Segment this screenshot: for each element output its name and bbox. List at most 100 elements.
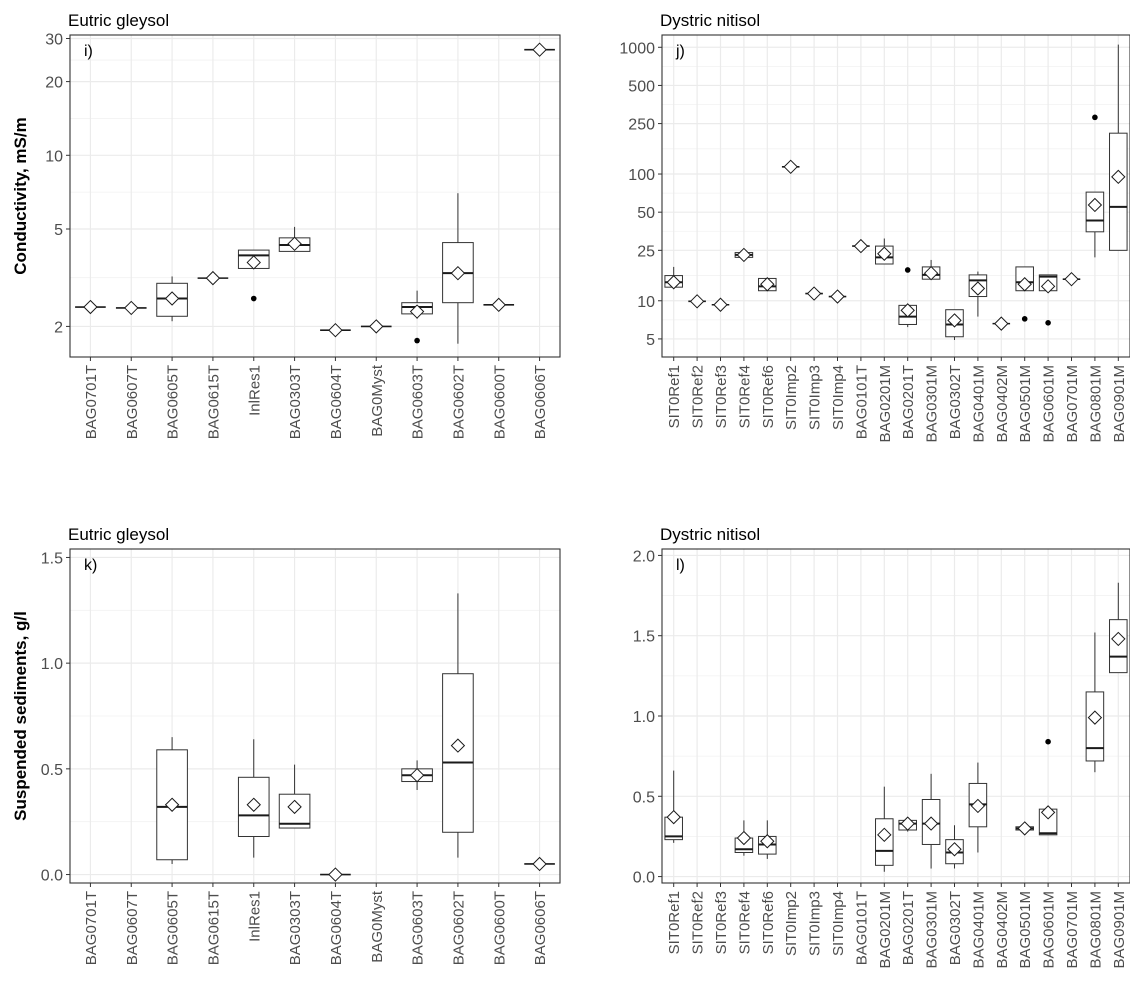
x-tick-label: BAG0303T (287, 891, 304, 965)
box-InlRes1 (237, 739, 270, 858)
mean-diamond (450, 738, 466, 753)
mean-diamond (760, 277, 775, 292)
mean-diamond (1040, 279, 1056, 294)
box-BAG0301M (921, 773, 941, 869)
box-BAG0201M (875, 786, 894, 872)
x-tick-label: BAG0101T (853, 365, 870, 439)
y-tick-label: 0.5 (41, 762, 63, 779)
y-tick-label: 30 (45, 31, 63, 48)
mean-diamond (666, 809, 681, 825)
box-body (875, 818, 894, 866)
x-tick-label: BAG0701T (83, 365, 100, 439)
panel-label: i) (84, 43, 93, 60)
mean-diamond (328, 867, 343, 882)
mean-diamond (287, 799, 302, 815)
mean-diamond (1087, 710, 1103, 725)
mean-diamond (1087, 197, 1103, 213)
x-tick-label: BAG0201T (900, 365, 917, 439)
box-BAG0402M (992, 316, 1011, 331)
x-tick-label: SIT0Imp2 (783, 365, 800, 430)
box-BAG0303T (278, 764, 311, 829)
box-BAG0607T (115, 300, 147, 316)
outlier-point (904, 267, 911, 273)
y-tick-label: 0.0 (41, 868, 63, 885)
box-BAG0604T (320, 322, 351, 338)
mean-diamond (328, 322, 343, 338)
plot-border (69, 34, 561, 358)
box-BAG0601M (1038, 738, 1058, 836)
x-tick-label: BAG0615T (205, 891, 222, 965)
box-BAG0901M (1109, 582, 1128, 674)
mean-diamond (830, 289, 845, 304)
x-tick-label: BAG0701M (1064, 365, 1081, 443)
mean-diamond (491, 297, 506, 313)
x-tick-label: BAG0302T (947, 365, 964, 439)
y-tick-label: 0.0 (633, 870, 655, 887)
panel-k: 0.0 0.5 1.0 1.5 BAG0701T BAG0607T BAG0605T BAG0… (11, 525, 561, 965)
outlier-point (1045, 320, 1051, 326)
panel-title: Dystric nitisol (660, 11, 760, 30)
mean-diamond (877, 827, 892, 843)
y-tick-label: 100 (628, 167, 655, 184)
y-tick-label: 1.5 (633, 629, 655, 646)
box-BAG0604T (320, 867, 351, 882)
mean-diamond (923, 265, 939, 281)
box-BAG0201T (898, 267, 917, 328)
outlier-point (1045, 738, 1051, 745)
mean-diamond (409, 304, 425, 319)
box-BAG0603T (401, 760, 433, 790)
box-SIT0Imp3 (805, 286, 823, 301)
outlier-point (414, 337, 420, 344)
x-tick-label: SIT0Ref2 (690, 891, 707, 954)
y-tick-label: 10 (637, 294, 655, 311)
box-BAG0302T (945, 309, 964, 341)
box-SIT0Imp4 (828, 289, 847, 304)
x-tick-label: BAG0604T (328, 365, 345, 439)
box-InlRes1 (237, 249, 270, 302)
x-tick-label: BAG0602T (450, 891, 467, 965)
x-tick-label: BAG0101T (853, 891, 870, 965)
x-tick-label: BAG0607T (124, 365, 141, 439)
box-BAG0801M (1085, 632, 1105, 773)
mean-diamond (783, 159, 798, 175)
y-tick-label: 5 (54, 222, 63, 239)
box-BAG0302T (945, 825, 964, 869)
box-body (1085, 691, 1105, 762)
x-tick-label: SIT0Ref6 (760, 891, 777, 954)
box-SIT0Ref2 (688, 294, 706, 309)
box-SIT0Ref6 (758, 277, 777, 292)
box-BAG0603T (401, 290, 433, 344)
x-tick-label: SIT0Ref6 (760, 365, 777, 428)
mean-diamond (1017, 821, 1032, 836)
mean-diamond (246, 797, 261, 812)
mean-diamond (1017, 277, 1032, 292)
x-tick-label: BAG0602T (450, 365, 467, 439)
x-tick-label: BAG0604T (328, 891, 345, 965)
mean-diamond (970, 798, 986, 814)
mean-diamond (205, 270, 221, 286)
y-tick-label: 25 (637, 243, 655, 260)
mean-diamond (994, 316, 1009, 331)
x-tick-label: BAG0201M (877, 365, 894, 443)
panel-label: j) (675, 43, 685, 60)
y-tick-label: 50 (637, 205, 655, 222)
plot-background (662, 35, 1130, 357)
box-BAG0701M (1062, 271, 1081, 287)
mean-diamond (666, 275, 681, 290)
mean-diamond (164, 797, 180, 812)
x-tick-label: BAG0Myst (369, 364, 386, 437)
x-tick-label: InlRes1 (246, 365, 263, 416)
x-tick-label: BAG0801M (1087, 365, 1104, 443)
x-tick-label: BAG0901M (1111, 365, 1128, 443)
box-body (1109, 619, 1128, 674)
mean-diamond (736, 830, 752, 846)
x-tick-label: SIT0Imp3 (807, 365, 824, 430)
x-tick-label: BAG0301M (924, 891, 941, 969)
x-tick-label: BAG0606T (532, 891, 549, 965)
mean-diamond (900, 816, 915, 831)
box-BAG0101T (852, 238, 870, 254)
panel-title: Eutric gleysol (68, 11, 169, 30)
x-tick-label: BAG0801M (1087, 891, 1104, 969)
x-tick-label: SIT0Imp4 (830, 365, 847, 430)
y-axis-label: Suspended sediments, g/l (11, 611, 30, 821)
